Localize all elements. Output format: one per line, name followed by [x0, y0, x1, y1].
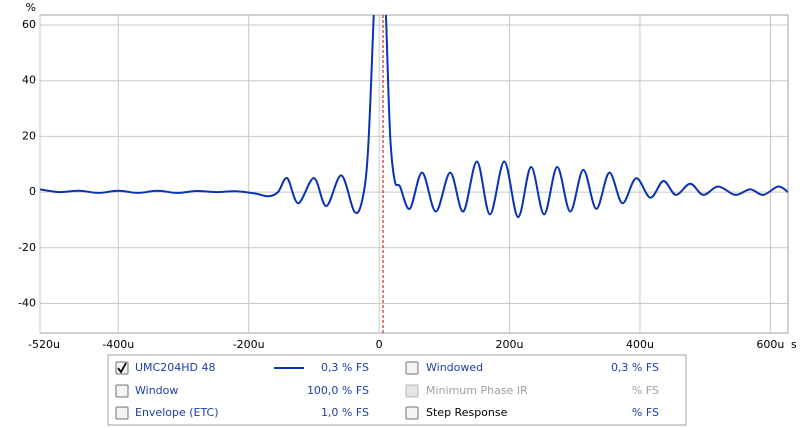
y-tick-label: 60 — [22, 18, 36, 31]
checkbox[interactable] — [405, 384, 419, 398]
legend-label[interactable]: Window — [135, 384, 178, 397]
y-tick-label: 40 — [22, 74, 36, 87]
legend-label: UMC204HD 48 — [135, 361, 215, 374]
checkbox[interactable] — [405, 406, 419, 420]
legend-readout: 1,0 % FS — [321, 406, 369, 419]
x-tick-label: 600u — [756, 338, 784, 351]
series-line — [40, 15, 788, 219]
y-tick-label: -20 — [18, 241, 36, 254]
y-tick-label: -40 — [18, 296, 36, 309]
legend-label[interactable]: Step Response — [426, 406, 508, 419]
x-tick-label: 0 — [376, 338, 383, 351]
checkbox[interactable] — [405, 361, 419, 375]
checkbox[interactable] — [115, 406, 129, 420]
legend-label: Minimum Phase IR — [426, 384, 528, 397]
plot-area — [39, 14, 789, 334]
checkbox[interactable] — [115, 384, 129, 398]
legend-label[interactable]: Envelope (ETC) — [135, 406, 219, 419]
legend-label[interactable]: Windowed — [426, 361, 483, 374]
x-tick-label: 400u — [626, 338, 654, 351]
y-axis-label: % — [26, 1, 36, 14]
y-tick-label: 20 — [22, 129, 36, 142]
checkmark — [117, 362, 127, 374]
y-tick-label: 0 — [29, 185, 36, 198]
x-tick-label: 200u — [496, 338, 524, 351]
x-axis-label: s — [791, 338, 797, 351]
legend-readout: 0,3 % FS — [611, 361, 659, 374]
x-tick-label: -520u — [28, 338, 60, 351]
legend-readout: 100,0 % FS — [307, 384, 369, 397]
legend-panel — [107, 354, 687, 426]
x-tick-label: -400u — [102, 338, 134, 351]
x-tick-label: -200u — [233, 338, 265, 351]
legend-readout: % FS — [632, 384, 659, 397]
legend-readout: 0,3 % FS — [321, 361, 369, 374]
legend-readout: % FS — [632, 406, 659, 419]
